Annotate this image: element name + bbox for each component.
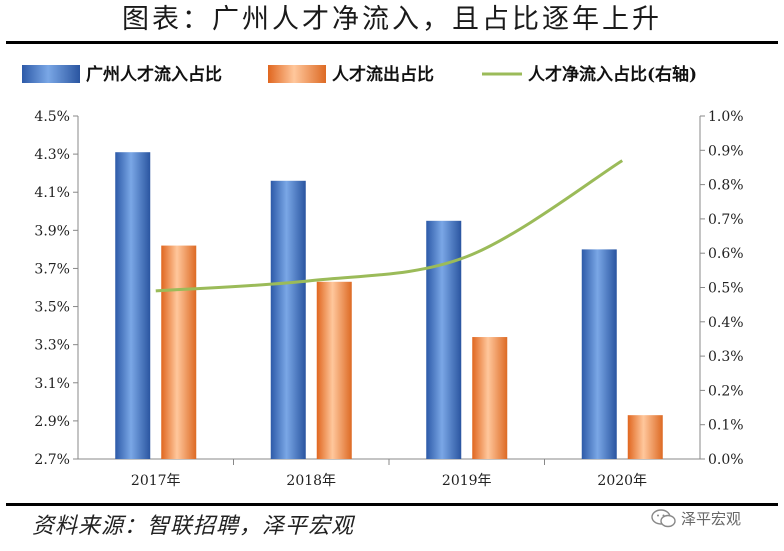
left-tick-label: 3.5%: [34, 300, 70, 316]
right-tick-label: 0.0%: [708, 452, 744, 468]
right-tick-label: 0.1%: [708, 418, 744, 434]
watermark: 泽平宏观: [651, 507, 741, 531]
outflow-bar: [472, 337, 508, 459]
right-tick-label: 0.3%: [708, 349, 744, 365]
bottom-rule: [6, 503, 778, 506]
left-tick-label: 4.1%: [34, 185, 70, 201]
right-tick-label: 0.9%: [708, 143, 744, 159]
inflow-bar: [581, 249, 617, 459]
right-tick-label: 0.5%: [708, 281, 744, 297]
left-tick-label: 4.3%: [34, 147, 70, 163]
net-inflow-line: [155, 159, 624, 293]
legend-inflow-swatch: [22, 65, 80, 83]
legend: 广州人才流入占比 人才流出占比 人才净流入占比(右轴): [22, 64, 697, 85]
bars: [115, 152, 663, 460]
outflow-bar: [316, 281, 352, 459]
right-tick-label: 0.6%: [708, 246, 744, 262]
left-tick-label: 2.9%: [34, 414, 70, 430]
inflow-bar: [115, 152, 151, 459]
source-note: 资料来源：智联招聘，泽平宏观: [32, 514, 355, 539]
legend-inflow-label: 广州人才流入占比: [86, 64, 222, 85]
axes: 2.7% 2.9% 3.1% 3.3% 3.5% 3.7% 3.9% 4.1% 4.3% 4.5%…: [34, 109, 743, 489]
right-tick-label: 0.4%: [708, 315, 744, 331]
left-tick-label: 3.9%: [34, 223, 70, 239]
watermark-text: 泽平宏观: [681, 510, 742, 528]
inflow-bar: [270, 180, 306, 460]
left-tick-label: 3.3%: [34, 338, 70, 354]
x-tick-label: 2019年: [442, 473, 492, 489]
wechat-icon: [651, 509, 676, 528]
x-tick-label: 2020年: [597, 473, 647, 489]
left-tick-label: 2.7%: [34, 452, 70, 468]
right-tick-label: 0.2%: [708, 383, 744, 399]
page-title: 图表：广州人才净流入，且占比逐年上升: [122, 4, 662, 35]
right-tick-label: 0.7%: [708, 212, 744, 228]
left-tick-label: 4.5%: [34, 109, 70, 125]
x-tick-label: 2017年: [131, 473, 181, 489]
right-tick-label: 1.0%: [708, 109, 744, 125]
left-tick-label: 3.7%: [34, 261, 70, 277]
inflow-bar: [426, 220, 462, 459]
x-tick-label: 2018年: [286, 473, 336, 489]
legend-outflow-label: 人才流出占比: [332, 64, 434, 85]
legend-net-label: 人才净流入占比(右轴): [528, 64, 697, 85]
legend-outflow-swatch: [268, 65, 326, 83]
title-rule: [6, 41, 778, 44]
net-inflow-line-group: [155, 159, 624, 293]
outflow-bar: [627, 415, 663, 459]
outflow-bar: [161, 245, 197, 459]
left-tick-label: 3.1%: [34, 376, 70, 392]
right-tick-label: 0.8%: [708, 178, 744, 194]
